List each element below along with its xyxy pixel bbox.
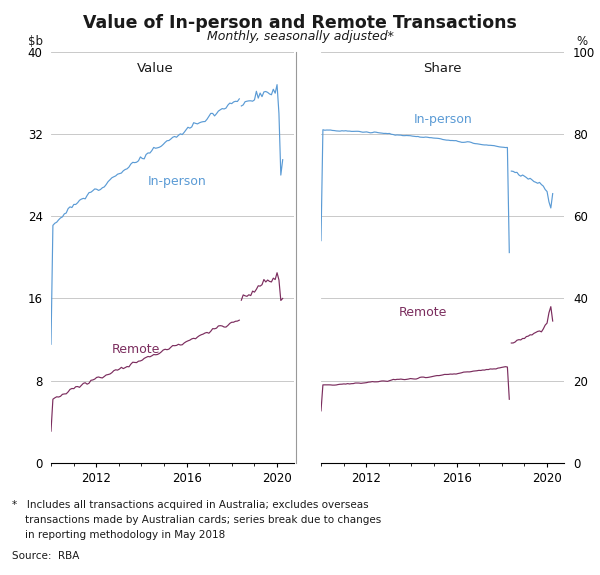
Text: Value of In-person and Remote Transactions: Value of In-person and Remote Transactio… [83, 14, 517, 32]
Text: Source:  RBA: Source: RBA [12, 551, 79, 561]
Text: In-person: In-person [148, 175, 207, 188]
Text: Remote: Remote [399, 306, 447, 319]
Text: Share: Share [423, 62, 462, 75]
Text: In-person: In-person [413, 113, 472, 126]
Text: $b: $b [28, 34, 43, 48]
Text: transactions made by Australian cards; series break due to changes: transactions made by Australian cards; s… [12, 515, 381, 525]
Text: *   Includes all transactions acquired in Australia; excludes overseas: * Includes all transactions acquired in … [12, 500, 368, 510]
Text: Remote: Remote [112, 343, 160, 356]
Text: in reporting methodology in May 2018: in reporting methodology in May 2018 [12, 530, 225, 540]
Text: Value: Value [137, 62, 174, 75]
Text: %: % [576, 34, 587, 48]
Text: Monthly, seasonally adjusted*: Monthly, seasonally adjusted* [206, 30, 394, 44]
